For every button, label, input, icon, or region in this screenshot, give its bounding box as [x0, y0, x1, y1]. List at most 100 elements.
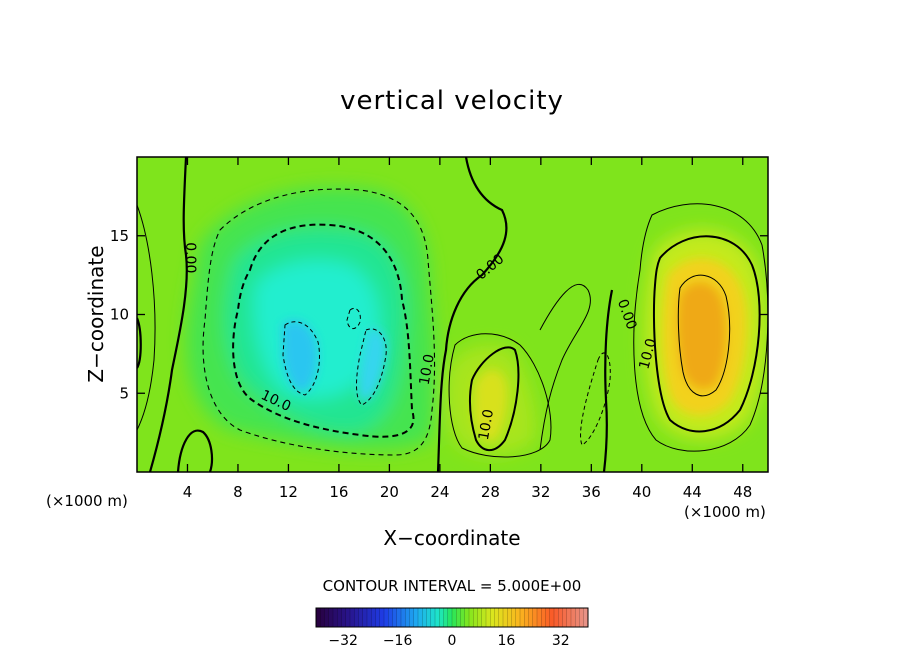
colorbar-cell-33: [456, 608, 461, 627]
x-unit-label-right: (×1000 m): [684, 503, 766, 521]
colorbar-cell-17: [388, 608, 393, 627]
downdraft-core-right: [358, 328, 387, 402]
colorbar-cell-27: [430, 608, 436, 627]
colorbar-cell-38: [477, 608, 483, 627]
updraft-core-right-inner: [677, 282, 727, 389]
downdraft-core-left: [282, 320, 318, 392]
contour-pos10-right: [652, 235, 761, 433]
colorbar-cell-60: [571, 608, 576, 627]
chart-title: vertical velocity: [340, 86, 564, 116]
x-tick-label-5: 24: [430, 483, 449, 501]
y-axis-label: Z−coordinate: [84, 245, 108, 383]
contour-neg15-b: [356, 328, 387, 406]
colorbar-cell-35: [464, 608, 470, 627]
x-tick-label-1: 8: [233, 483, 243, 501]
x-tick-label-11: 48: [733, 483, 752, 501]
colorbar-cell-24: [418, 608, 423, 627]
contour-label-6: 10.0: [636, 337, 660, 371]
colorbar-cell-28: [435, 608, 440, 627]
updraft-core-mid: [474, 369, 508, 441]
x-tick-label-7: 32: [531, 483, 550, 501]
colorbar-cell-23: [413, 608, 419, 627]
colorbar-cell-61: [575, 608, 580, 627]
contour-neg15-c: [346, 307, 361, 329]
colorbar-cell-13: [371, 608, 376, 627]
colorbar-cell-41: [490, 608, 495, 627]
colorbar-cell-42: [494, 608, 500, 627]
contour-label-4: 10.0: [417, 353, 438, 386]
x-axis-label: X−coordinate: [383, 526, 521, 550]
colorbar-cell-56: [554, 608, 559, 627]
contour-pos5-mid: [448, 333, 552, 458]
y-axis-ticks: 5 10 15: [110, 227, 768, 402]
contour-pos5-ridge: [539, 283, 591, 451]
colorbar-cell-26: [426, 608, 432, 627]
colorbar-cell-49: [524, 608, 529, 627]
contour-zero-left: [148, 157, 188, 472]
colorbar-cell-53: [541, 608, 546, 627]
colorbar-cell-63: [583, 608, 589, 627]
colorbar-cell-57: [558, 608, 563, 627]
contour-label-5: 10.0: [476, 408, 497, 441]
colorbar-cell-58: [562, 608, 568, 627]
colorbar-cell-11: [362, 608, 368, 627]
colorbar-cell-5: [337, 608, 342, 627]
contour-pos5-left-edge: [137, 204, 156, 431]
colorbar-cell-21: [405, 608, 410, 627]
colorbar-tick-label-2: 0: [448, 633, 457, 649]
y-tick-label-0: 5: [119, 384, 129, 402]
colorbar-cell-6: [341, 608, 347, 627]
contour-zero-middle: [436, 157, 508, 472]
colorbar-cell-2: [324, 608, 330, 627]
x-tick-label-3: 16: [329, 483, 348, 501]
colorbar-cell-10: [358, 608, 364, 627]
contour-label-0: 0.00: [182, 242, 198, 273]
colorbar-cell-46: [511, 608, 517, 627]
contour-pos10-mid: [468, 346, 520, 452]
y-tick-label-1: 10: [110, 306, 129, 324]
contour-lines: [137, 157, 768, 472]
x-tick-label-4: 20: [380, 483, 399, 501]
colorbar-cell-25: [422, 608, 427, 627]
colorbar-cell-3: [328, 608, 334, 627]
colorbar-cell-0: [316, 608, 321, 627]
colorbar-frame: [315, 607, 589, 628]
heatmap-field: [137, 157, 768, 472]
colorbar-cell-22: [409, 608, 415, 627]
colorbar-cell-51: [532, 608, 538, 627]
colorbar: −32 −16 0 16 32: [315, 607, 589, 649]
colorbar-cell-18: [392, 608, 398, 627]
colorbar-cell-39: [481, 608, 487, 627]
colorbar-cell-59: [566, 608, 572, 627]
x-tick-label-0: 4: [183, 483, 193, 501]
contour-neg15-a: [282, 321, 320, 396]
x-tick-label-9: 40: [632, 483, 651, 501]
colorbar-cell-8: [350, 608, 355, 627]
contour-neg5: [202, 188, 436, 456]
contour-zero-far-left: [137, 317, 142, 369]
colorbar-cell-12: [367, 608, 372, 627]
colorbar-cell-48: [520, 608, 525, 627]
contour-neg5-right: [580, 352, 611, 446]
colorbar-cell-29: [439, 608, 444, 627]
colorbar-cell-40: [486, 608, 491, 627]
contour-interval-text: CONTOUR INTERVAL = 5.000E+00: [322, 577, 582, 595]
colorbar-cell-37: [473, 608, 478, 627]
colorbar-cell-7: [345, 608, 351, 627]
x-tick-label-2: 12: [279, 483, 298, 501]
x-tick-label-10: 44: [683, 483, 702, 501]
colorbar-cell-55: [549, 608, 555, 627]
colorbar-cell-19: [396, 608, 402, 627]
colorbar-cell-62: [579, 608, 585, 627]
colorbar-cell-43: [498, 608, 504, 627]
colorbar-cell-47: [515, 608, 521, 627]
colorbar-cell-16: [384, 608, 389, 627]
contour-pos15-right: [677, 274, 731, 397]
colorbar-cell-31: [447, 608, 453, 627]
colorbar-tick-label-4: 32: [552, 633, 570, 649]
x-unit-label-left: (×1000 m): [46, 492, 128, 510]
colorbar-cell-54: [545, 608, 551, 627]
y-tick-label-2: 15: [110, 227, 129, 245]
colorbar-tick-label-1: −16: [383, 633, 413, 649]
